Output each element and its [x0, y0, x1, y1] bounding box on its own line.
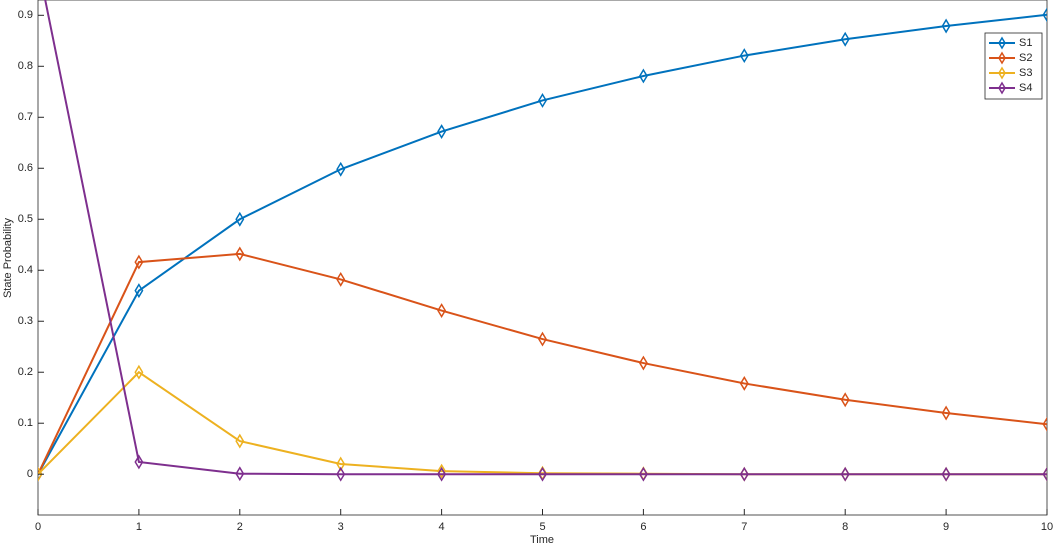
data-marker: [38, 466, 43, 482]
data-marker: [739, 375, 749, 391]
data-marker: [437, 463, 447, 479]
data-marker: [134, 364, 144, 380]
data-marker: [840, 31, 850, 47]
y-tick-label: 0.5: [18, 213, 33, 225]
y-tick-label: 0.8: [18, 60, 33, 72]
x-tick-label: 7: [741, 521, 747, 533]
data-marker: [538, 466, 547, 482]
x-tick-label: 9: [943, 521, 949, 533]
data-marker: [336, 161, 346, 177]
data-marker: [538, 331, 547, 347]
x-tick-label: 6: [640, 521, 646, 533]
series-line: [44, 0, 1047, 476]
data-marker: [840, 466, 850, 482]
data-marker: [638, 355, 648, 371]
x-tick-label: 0: [35, 521, 41, 533]
data-marker: [1042, 416, 1047, 432]
y-tick-label: 0.7: [18, 111, 33, 123]
data-marker: [739, 466, 749, 482]
legend-marker: [998, 51, 1006, 65]
y-tick-label: 0: [27, 468, 33, 480]
data-marker: [437, 303, 447, 318]
data-marker: [1042, 466, 1047, 482]
plot: [38, 0, 1047, 482]
data-marker: [134, 254, 144, 270]
legend-marker: [998, 36, 1006, 50]
x-tick-label: 3: [338, 521, 344, 533]
y-tick-label: 0.2: [18, 366, 33, 378]
data-marker: [941, 18, 951, 34]
series-line: [38, 252, 1047, 475]
data-marker: [134, 283, 144, 299]
y-axis-label: State Probability: [2, 217, 14, 298]
data-marker: [638, 68, 648, 84]
data-marker: [1042, 7, 1047, 23]
x-tick-label: 4: [439, 521, 445, 533]
y-tick-label: 0.1: [18, 417, 33, 429]
data-marker: [840, 392, 850, 408]
data-marker: [941, 466, 951, 482]
series-line: [38, 13, 1047, 475]
y-tick-label: 0.9: [18, 9, 33, 21]
legend-label: S4: [1019, 82, 1032, 94]
legend-marker: [998, 81, 1006, 95]
data-marker: [336, 456, 346, 472]
data-marker: [235, 211, 245, 227]
data-marker: [235, 433, 245, 449]
data-marker: [638, 466, 648, 482]
data-marker: [437, 466, 447, 482]
legend-label: S1: [1019, 37, 1032, 49]
x-axis-label: Time: [530, 534, 554, 546]
data-marker: [134, 454, 144, 470]
data-marker: [336, 271, 346, 287]
x-tick-label: 8: [842, 521, 848, 533]
data-marker: [235, 246, 245, 262]
x-tick-label: 10: [1041, 521, 1053, 533]
x-tick-label: 2: [237, 521, 243, 533]
legend-label: S3: [1019, 67, 1032, 79]
x-tick-label: 5: [539, 521, 545, 533]
data-marker: [336, 466, 346, 482]
y-tick-label: 0.4: [18, 264, 33, 276]
legend-marker: [998, 66, 1006, 80]
x-tick-label: 1: [136, 521, 142, 533]
legend-label: S2: [1019, 52, 1032, 64]
data-marker: [235, 466, 245, 482]
data-marker: [739, 48, 749, 64]
y-tick-label: 0.6: [18, 162, 33, 174]
data-marker: [538, 92, 547, 108]
y-tick-label: 0.3: [18, 315, 33, 327]
data-marker: [437, 124, 447, 140]
data-marker: [941, 405, 951, 421]
